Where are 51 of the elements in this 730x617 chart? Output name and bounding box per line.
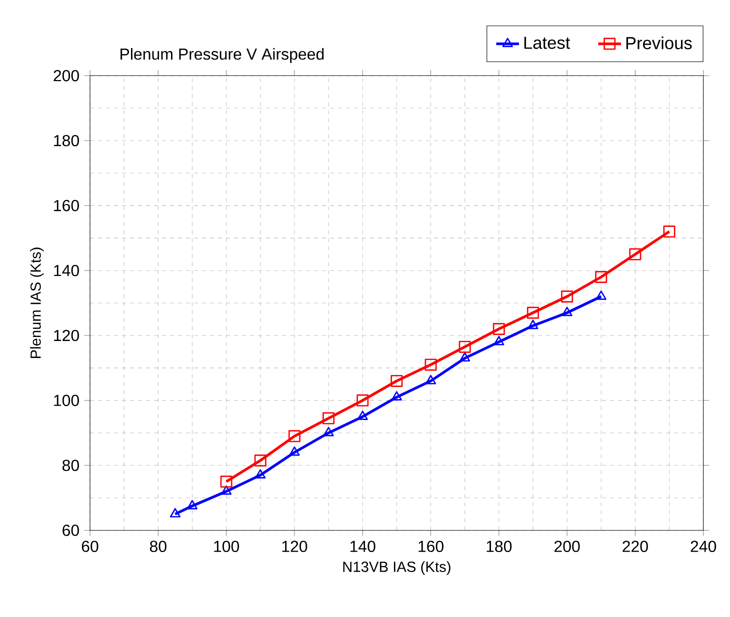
x-tick-label: 220 [622, 540, 648, 552]
point [357, 410, 368, 420]
x-tick-label: 120 [282, 540, 308, 552]
point [288, 430, 300, 442]
chart-title: Plenum Pressure V Airspeed [120, 48, 324, 63]
x-tick-label: 100 [214, 540, 240, 552]
y-tick-label: 160 [54, 200, 79, 212]
x-tick-label: 80 [150, 540, 166, 552]
point [220, 476, 232, 488]
legend-label: Latest [524, 36, 570, 49]
point [629, 248, 642, 260]
point [323, 426, 334, 436]
point [390, 374, 403, 387]
point [255, 469, 266, 478]
y-tick-label: 80 [62, 460, 79, 472]
point [356, 394, 369, 406]
point [494, 336, 504, 346]
point [425, 374, 436, 384]
x-tick-label: 180 [486, 540, 512, 552]
point [170, 508, 180, 518]
point [596, 290, 606, 300]
point [391, 391, 402, 401]
y-tick-label: 200 [54, 70, 79, 82]
x-axis-title: N13VB IAS (Kts) [343, 561, 450, 575]
point [458, 340, 471, 353]
point [289, 446, 300, 456]
y-tick-label: 140 [54, 264, 79, 276]
point [595, 271, 608, 284]
y-tick-label: 60 [62, 524, 79, 536]
point [424, 358, 437, 371]
x-tick-label: 240 [690, 540, 716, 552]
y-tick-label: 120 [54, 330, 79, 342]
point [460, 352, 470, 362]
point [526, 306, 539, 319]
point [562, 306, 572, 316]
point [186, 500, 198, 510]
x-tick-label: 140 [350, 540, 376, 552]
x-tick-label: 60 [82, 540, 98, 552]
point [663, 226, 676, 238]
point [322, 412, 335, 424]
point [492, 322, 505, 335]
point [528, 320, 538, 330]
legend-label: Previous [626, 36, 692, 50]
point [254, 454, 266, 467]
x-tick-label: 200 [554, 540, 580, 552]
x-tick-label: 160 [418, 540, 444, 552]
y-tick-label: 100 [54, 394, 79, 406]
y-tick-label: 180 [54, 134, 79, 146]
y-axis-title: Plenum IAS (Kts) [30, 248, 44, 358]
point [221, 485, 232, 495]
point [561, 290, 574, 303]
